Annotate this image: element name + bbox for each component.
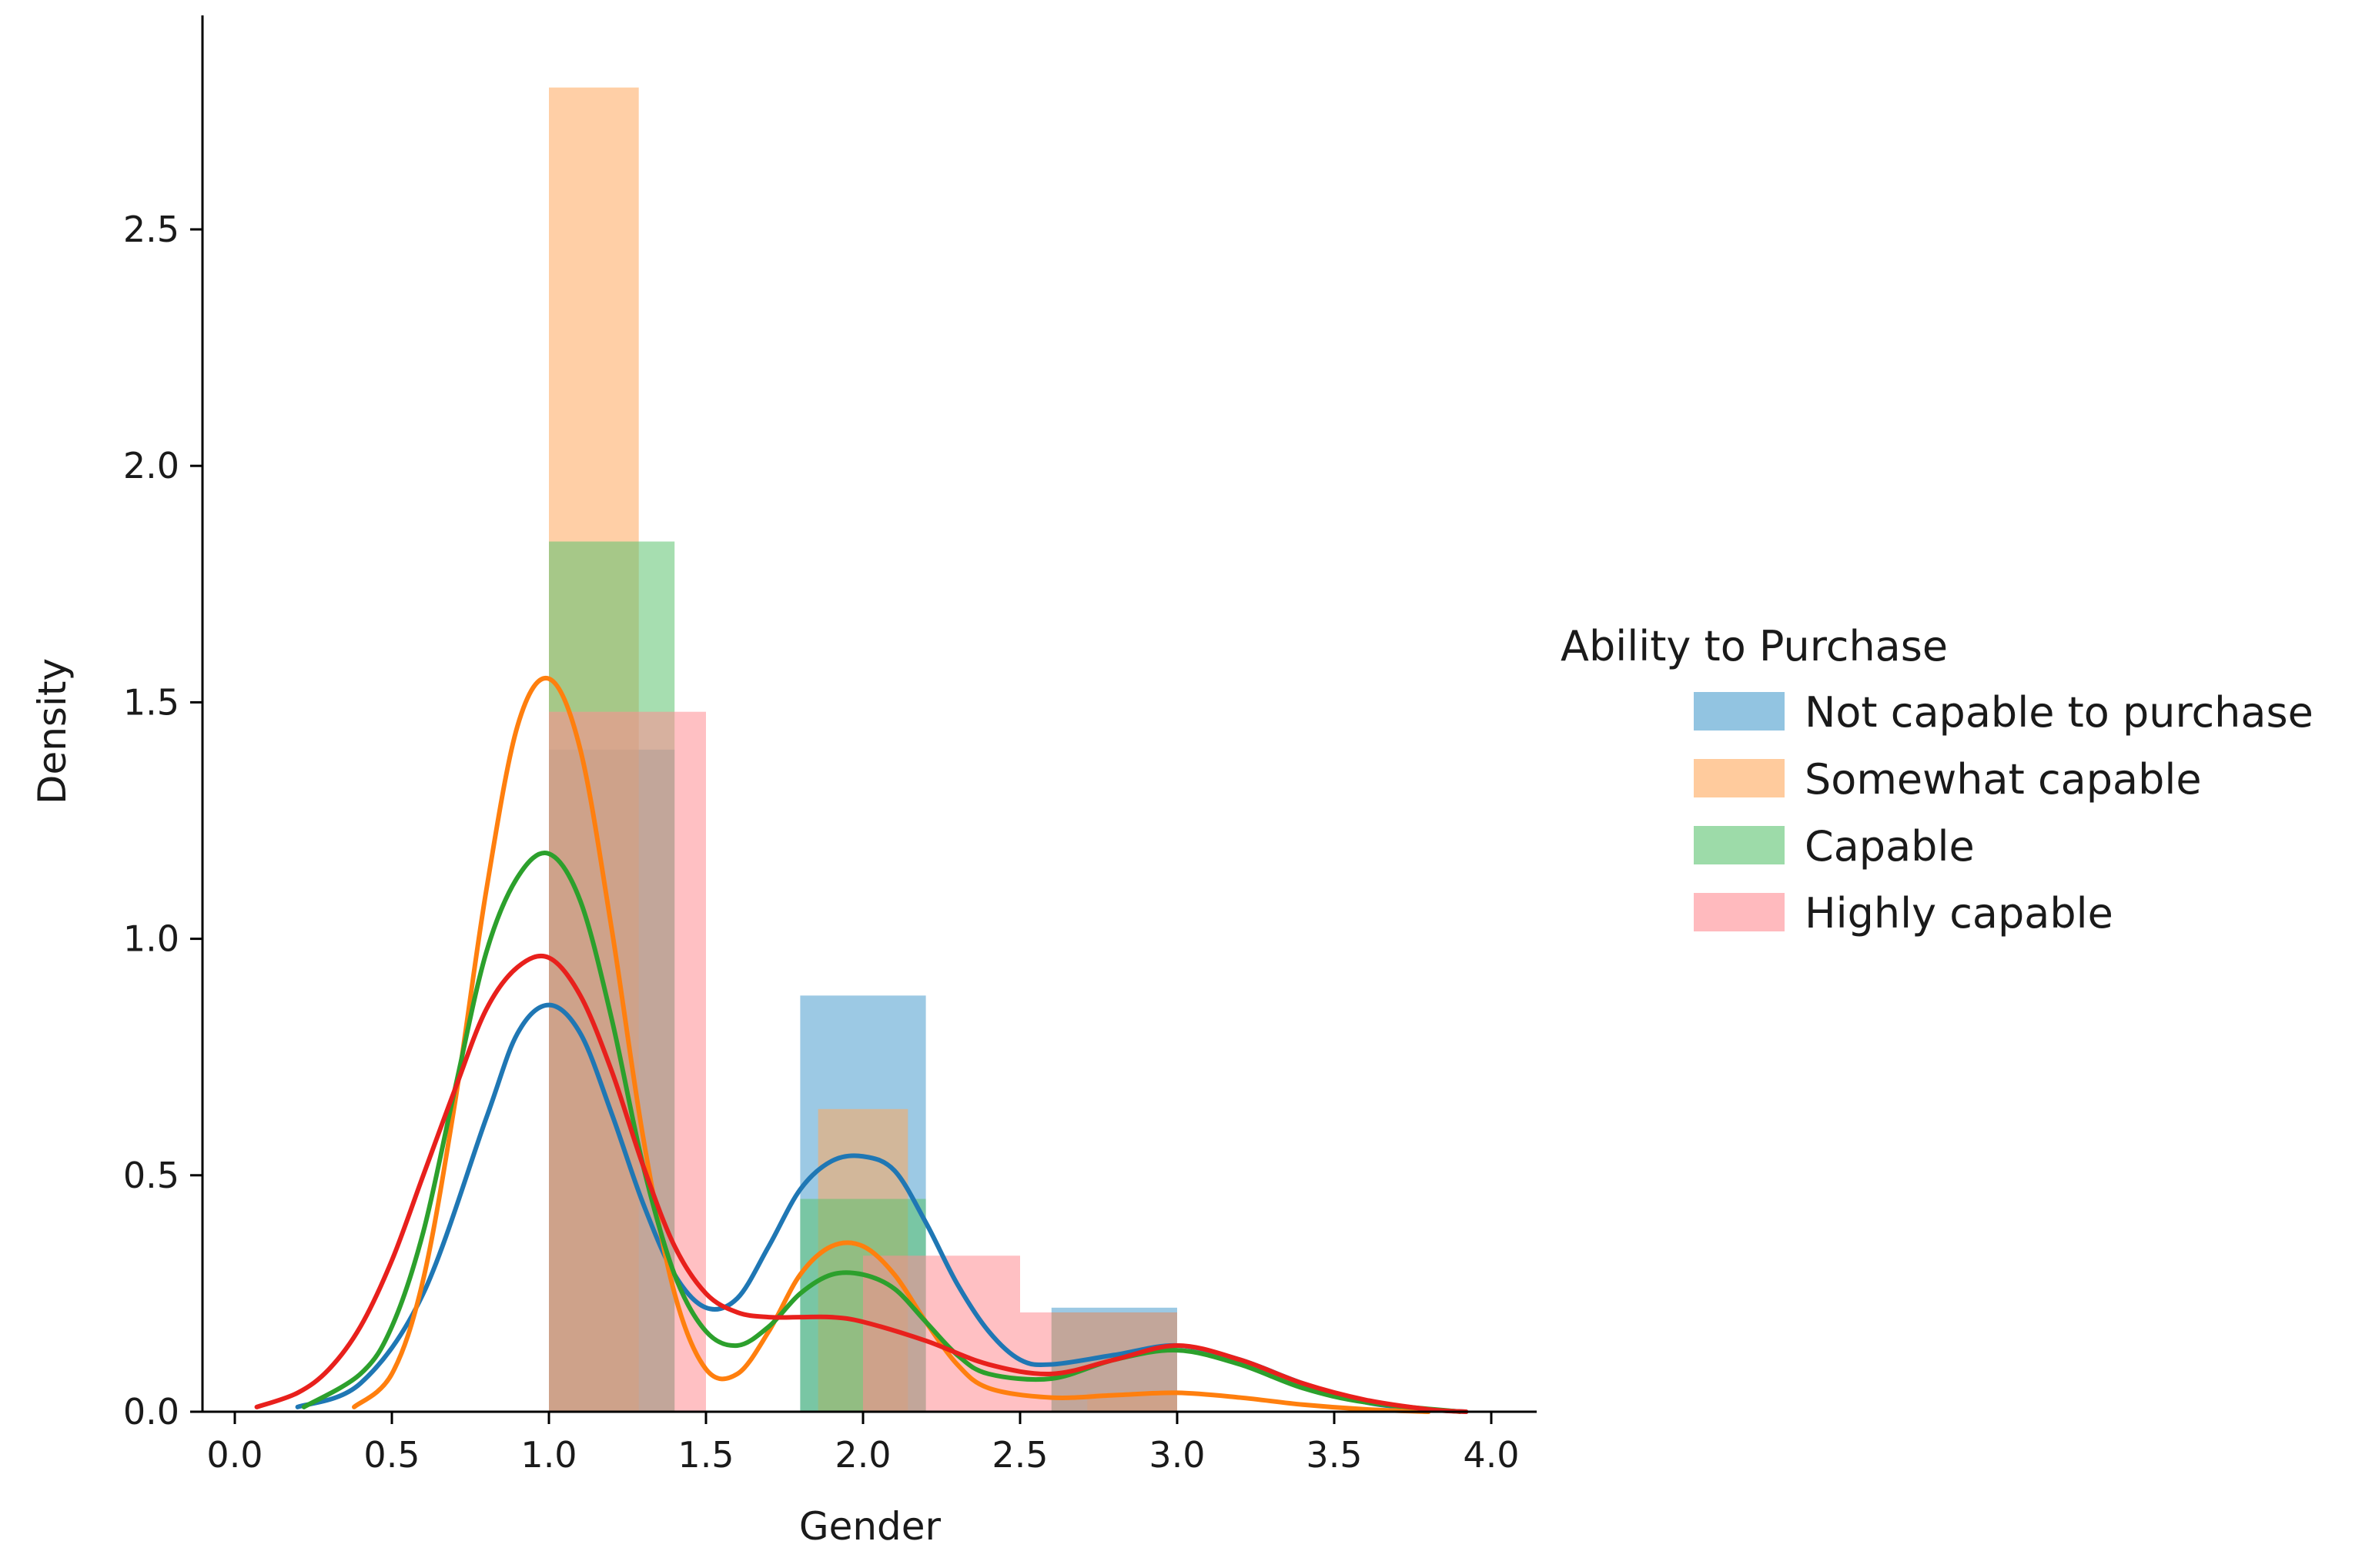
x-tick-label: 3.5 [1306, 1434, 1362, 1476]
x-tick-label: 3.0 [1149, 1434, 1205, 1476]
y-tick-label: 0.5 [123, 1155, 179, 1196]
y-tick-label: 0.0 [123, 1391, 179, 1433]
legend-items: Not capable to purchase Somewhat capable C… [1694, 688, 2313, 938]
kde-line-highly-capable [254, 953, 1469, 1414]
x-tick-label: 1.5 [677, 1434, 734, 1476]
legend-swatch [1694, 826, 1785, 864]
legend-label: Capable [1805, 822, 1975, 871]
x-tick-label: 1.0 [520, 1434, 577, 1476]
legend-label: Highly capable [1805, 889, 2113, 938]
axes: 0.0 0.5 1.0 1.5 2.0 2.5 3.0 3.5 4.0 0.0 0.5 1.0 1.5… [30, 15, 1537, 1549]
y-tick-label: 2.5 [123, 209, 179, 250]
y-tick-label: 1.5 [123, 681, 179, 723]
y-tick-label: 1.0 [123, 918, 179, 960]
legend-label: Somewhat capable [1805, 755, 2202, 804]
x-tick-label: 2.0 [835, 1434, 891, 1476]
kde-curves [254, 675, 1469, 1414]
kde-line-somewhat-capable [352, 675, 1431, 1414]
y-axis-ticks: 0.0 0.5 1.0 1.5 2.0 2.5 [123, 209, 202, 1433]
y-axis-title: Density [30, 658, 75, 804]
x-tick-label: 0.0 [206, 1434, 263, 1476]
y-tick-label: 2.0 [123, 445, 179, 486]
legend: Ability to Purchase Not capable to purch… [1561, 622, 2313, 938]
legend-swatch [1694, 893, 1785, 931]
x-tick-label: 4.0 [1463, 1434, 1519, 1476]
histogram-bars [549, 87, 1177, 1412]
x-tick-label: 2.5 [992, 1434, 1048, 1476]
legend-label: Not capable to purchase [1805, 688, 2313, 737]
x-axis-ticks: 0.0 0.5 1.0 1.5 2.0 2.5 3.0 3.5 4.0 [206, 1412, 1520, 1476]
x-tick-label: 0.5 [363, 1434, 420, 1476]
legend-title: Ability to Purchase [1561, 622, 1948, 670]
legend-swatch [1694, 692, 1785, 731]
bar-highly-capable-1 [863, 1255, 1020, 1412]
x-axis-title: Gender [799, 1504, 942, 1549]
bar-highly-capable-0 [549, 711, 706, 1412]
legend-swatch [1694, 759, 1785, 797]
